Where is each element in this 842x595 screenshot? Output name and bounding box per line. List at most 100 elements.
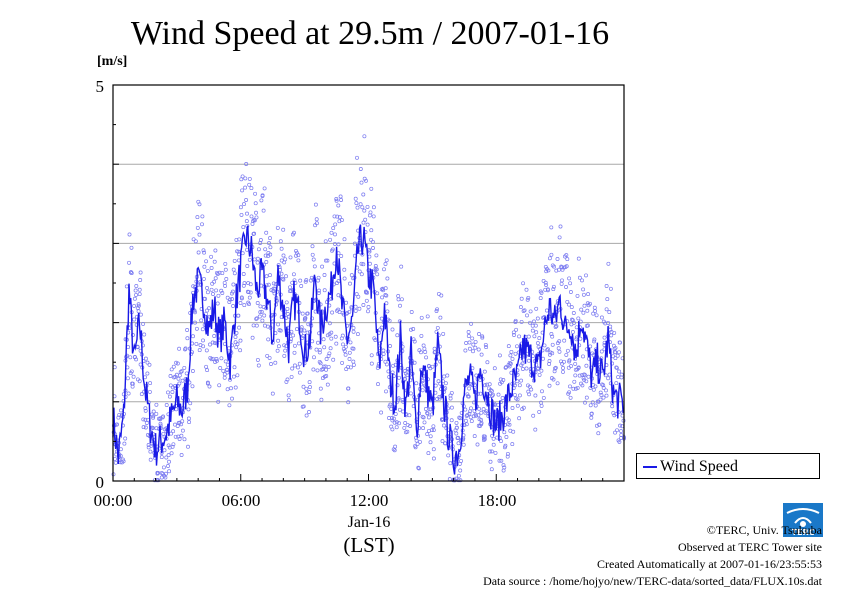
scatter-point <box>113 460 118 465</box>
scatter-point <box>617 369 622 374</box>
scatter-point <box>167 394 172 399</box>
scatter-point <box>271 286 276 291</box>
scatter-point <box>237 325 242 330</box>
scatter-point <box>213 248 218 253</box>
scatter-point <box>269 362 273 366</box>
scatter-point <box>393 444 398 449</box>
scatter-point <box>533 427 538 432</box>
scatter-point <box>482 369 487 374</box>
scatter-point <box>324 258 328 263</box>
scatter-point <box>326 353 331 358</box>
scatter-point <box>357 269 362 274</box>
scatter-point <box>581 376 586 381</box>
scatter-point <box>608 381 613 386</box>
scatter-point <box>454 420 459 425</box>
scatter-point <box>545 348 550 353</box>
scatter-point <box>480 335 485 340</box>
scatter-point <box>570 317 574 322</box>
scatter-point <box>569 364 573 369</box>
scatter-point <box>486 411 491 416</box>
scatter-point <box>539 368 544 373</box>
scatter-point <box>322 273 327 277</box>
scatter-point <box>129 270 133 275</box>
scatter-point <box>325 382 330 387</box>
scatter-point <box>358 167 363 171</box>
scatter-point <box>469 406 473 411</box>
scatter-point <box>334 341 339 346</box>
scatter-point <box>577 373 582 378</box>
scatter-point <box>247 176 252 181</box>
scatter-point <box>270 391 275 396</box>
scatter-point <box>212 334 217 338</box>
scatter-point <box>564 285 568 289</box>
scatter-point <box>117 412 122 417</box>
scatter-point <box>155 471 160 476</box>
scatter-point <box>525 297 530 302</box>
gridlines <box>113 163 624 403</box>
scatter-point <box>577 275 582 280</box>
scatter-point <box>161 465 166 470</box>
scatter-point <box>537 372 542 377</box>
scatter-point <box>573 361 578 366</box>
scatter-point <box>562 359 566 364</box>
scatter-point <box>373 264 378 268</box>
scatter-point <box>213 276 218 281</box>
scatter-point <box>491 436 496 441</box>
scatter-point <box>236 313 241 318</box>
scatter-point <box>405 429 410 434</box>
scatter-point <box>260 193 265 198</box>
scatter-point <box>558 224 563 229</box>
scatter-point <box>544 269 549 274</box>
scatter-point <box>597 422 602 427</box>
scatter-point <box>519 378 524 383</box>
scatter-point <box>214 357 219 361</box>
scatter-point <box>229 386 233 391</box>
scatter-point <box>524 287 529 292</box>
scatter-point <box>235 373 240 378</box>
scatter-point <box>506 418 511 423</box>
scatter-point <box>368 210 373 215</box>
scatter-point <box>292 230 296 235</box>
scatter-point <box>232 258 237 263</box>
scatter-point <box>497 458 502 463</box>
scatter-point <box>268 252 273 257</box>
scatter-point <box>515 379 520 384</box>
scatter-point <box>359 272 364 277</box>
scatter-point <box>245 247 249 252</box>
scatter-point <box>382 267 386 272</box>
scatter-point <box>552 369 557 374</box>
scatter-point <box>127 260 131 265</box>
scatter-point <box>513 383 517 388</box>
scatter-point <box>244 219 249 224</box>
scatter-point <box>437 344 442 349</box>
scatter-point <box>149 443 154 448</box>
scatter-point <box>256 247 261 252</box>
scatter-point <box>355 332 360 337</box>
scatter-point <box>203 296 208 301</box>
scatter-point <box>321 364 326 369</box>
scatter-point <box>282 260 287 265</box>
scatter-point <box>322 345 327 350</box>
scatter-point <box>359 261 364 266</box>
scatter-point <box>310 244 315 249</box>
scatter-point <box>561 366 565 370</box>
scatter-point <box>329 330 334 335</box>
scatter-point <box>454 431 459 436</box>
scatter-point <box>435 397 440 401</box>
scatter-point <box>228 297 233 302</box>
scatter-point <box>456 435 461 440</box>
scatter-point <box>190 369 195 373</box>
scatter-point <box>396 396 401 401</box>
scatter-point <box>237 237 242 242</box>
scatter-point <box>286 393 291 398</box>
scatter-point <box>553 366 557 371</box>
scatter-point <box>576 316 581 321</box>
scatter-point <box>177 346 182 351</box>
scatter-point <box>197 348 202 353</box>
scatter-point <box>466 330 471 334</box>
scatter-point <box>156 478 161 483</box>
scatter-point <box>445 373 450 378</box>
scatter-point <box>340 360 345 365</box>
scatter-point <box>369 237 373 242</box>
scatter-point <box>183 346 188 351</box>
